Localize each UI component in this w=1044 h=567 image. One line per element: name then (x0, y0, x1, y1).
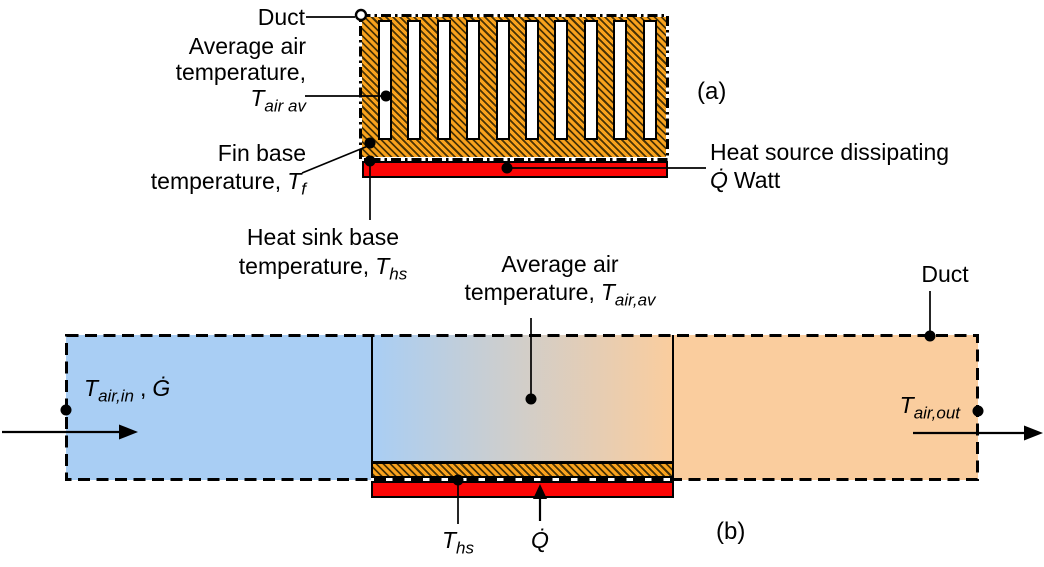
avg-air-a-line1: Average air (188, 33, 306, 59)
fin-gap (583, 20, 598, 140)
q-dot-symbol-b: Q̇ (531, 527, 549, 553)
fin-base-leader (301, 145, 369, 174)
air-out-sym-base: T (899, 392, 914, 418)
avg-air-b-line2: temperature, Tair,av (464, 279, 656, 310)
heat-source-label: Heat source dissipating Q̇ Watt (710, 138, 1030, 194)
avg-air-label-b: Average air temperature, Tair,av (420, 250, 700, 310)
hs-base-a-sym-sub: hs (389, 264, 408, 284)
fin-base-label: Fin base temperature, Tf (88, 139, 306, 199)
hs-temp-b-sym-sub: hs (456, 538, 475, 558)
outlet-flow-arrow-head (1024, 425, 1043, 441)
fin-gap (525, 20, 539, 140)
heat-sink-base-strip (371, 462, 674, 478)
heat-sink-air-gradient-region (371, 335, 674, 463)
duct-label-b: Duct (921, 261, 969, 287)
fin-gap (378, 20, 392, 140)
mass-flow-symbol: Ġ (152, 375, 171, 401)
air-out-label: Tair,out (850, 392, 960, 422)
avg-air-a-line2: temperature, (175, 59, 306, 85)
panel-b-tag: (b) (716, 518, 746, 545)
avg-air-a-sym-sub: air av (264, 96, 306, 116)
fin-base-sym-base: T (287, 168, 302, 194)
fin-gap (436, 20, 451, 140)
fin-gap (466, 20, 481, 140)
hs-temp-b-sym-base: T (441, 527, 457, 553)
fin-gap (642, 20, 657, 140)
hs-temp-label-b: Ths (433, 527, 483, 557)
fin-gap (554, 20, 569, 140)
q-dot-symbol-a: Q̇ (710, 167, 728, 193)
heat-source-line1: Heat source dissipating (710, 139, 950, 165)
avg-air-b-sym-sub: air,av (614, 290, 656, 310)
fin-base-line2: temperature, Tf (150, 168, 306, 199)
heat-source-line2: Q̇ Watt (710, 167, 781, 193)
heat-input-label-b: Q̇ (515, 527, 565, 553)
hs-base-label-a: Heat sink base temperature, Ths (197, 223, 449, 284)
hs-base-a-sym-base: T (375, 253, 390, 279)
hs-base-a-line1: Heat sink base (246, 224, 400, 250)
fin-gap (495, 20, 510, 140)
avg-air-a-symbol: Tair av (88, 85, 306, 115)
inlet-air-region (66, 335, 371, 480)
hs-base-a-line2: temperature, Ths (238, 253, 408, 284)
fin-base-line1: Fin base (217, 140, 306, 166)
avg-air-label-a: Average air temperature, Tair av (88, 33, 306, 115)
panel-a-tag: (a) (697, 78, 727, 105)
duct-label-a: Duct (257, 4, 305, 30)
air-out-sym-sub: air,out (913, 403, 960, 423)
fin-base-sym-sub: f (301, 179, 306, 199)
air-in-sym-sub: air,in (98, 386, 134, 406)
avg-air-b-sym-base: T (600, 279, 615, 305)
avg-air-a-sym-base: T (250, 85, 265, 111)
fin-gap (407, 20, 422, 140)
air-in-label: Tair,in, Ġ (84, 375, 171, 405)
fin-gap (613, 20, 628, 140)
heat-source-bar-a (362, 161, 668, 178)
avg-air-b-line1: Average air (501, 251, 619, 277)
heat-source-bar-b (371, 481, 674, 498)
air-in-comma: , (139, 375, 147, 401)
fin-gaps (362, 17, 666, 157)
air-in-sym-base: T (84, 375, 99, 401)
